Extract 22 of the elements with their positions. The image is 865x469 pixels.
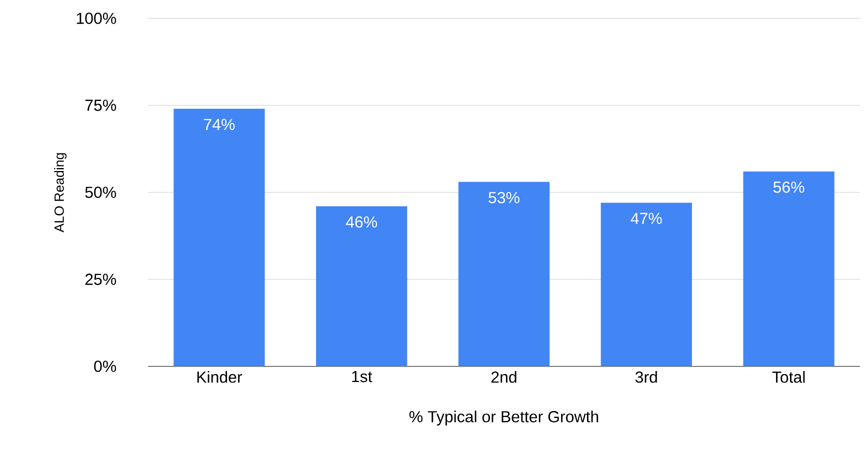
y-tick-label: 75% <box>85 100 116 111</box>
x-tick-label: 3rd <box>635 371 657 383</box>
bar <box>458 182 550 366</box>
data-label: 74% <box>204 118 235 130</box>
y-tick-label: 0% <box>94 360 116 372</box>
x-axis-title: % Typical or Better Growth <box>409 410 598 426</box>
x-tick-label: 1st <box>352 371 372 382</box>
y-tick-label: 50% <box>85 186 116 198</box>
x-tick-label: 2nd <box>491 371 516 383</box>
bar <box>174 108 265 366</box>
data-label: 53% <box>488 192 520 204</box>
y-axis-title: ALO Reading <box>54 153 67 232</box>
bar <box>743 171 834 366</box>
data-label: 46% <box>346 216 378 228</box>
x-tick-label: Total <box>772 371 805 383</box>
bar <box>600 202 692 366</box>
x-tick-label: Kinder <box>197 371 242 383</box>
bar <box>316 206 408 366</box>
data-label: 47% <box>630 212 662 224</box>
y-tick-label: 100% <box>76 12 116 24</box>
y-tick-label: 25% <box>85 274 116 285</box>
data-label: 56% <box>773 182 804 193</box>
